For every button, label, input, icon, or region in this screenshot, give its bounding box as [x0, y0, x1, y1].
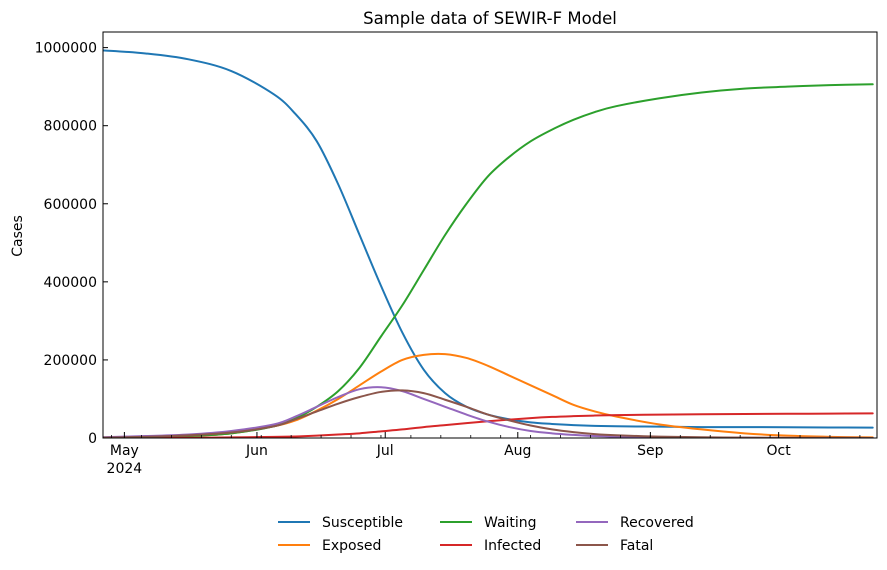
series-line-infected	[103, 412, 874, 438]
x-tick-label: Sep	[637, 443, 664, 459]
chart-title: Sample data of SEWIR-F Model	[363, 9, 617, 28]
y-axis-label: Cases	[10, 215, 26, 257]
legend-item-susceptible: Susceptible	[278, 515, 403, 531]
legend-item-exposed: Exposed	[278, 538, 381, 554]
x-tick-label: Jun	[245, 443, 268, 459]
legend: Susceptible Exposed Waiting Infected Recover…	[278, 515, 694, 554]
x-tick-label: Aug	[504, 443, 531, 459]
legend-label: Infected	[484, 538, 541, 554]
series-lines	[103, 49, 874, 438]
x-tick-label: Jul	[376, 443, 394, 459]
legend-label: Recovered	[620, 515, 694, 531]
x-tick-sublabel: 2024	[107, 461, 143, 477]
y-tick-label: 200000	[44, 353, 97, 369]
legend-item-infected: Infected	[440, 538, 541, 554]
axes: 0 200000 400000 600000 800000 1000000 May 2024 J…	[35, 31, 878, 477]
legend-item-waiting: Waiting	[440, 515, 537, 531]
y-tick-label: 0	[88, 431, 97, 447]
y-tick-label: 400000	[44, 275, 97, 291]
legend-label: Susceptible	[322, 515, 403, 531]
legend-label: Exposed	[322, 538, 381, 554]
legend-item-fatal: Fatal	[576, 538, 653, 554]
x-tick-label: May	[110, 443, 139, 459]
legend-item-recovered: Recovered	[576, 515, 694, 531]
y-tick-label: 800000	[44, 119, 97, 135]
series-line-fatal	[103, 389, 874, 438]
legend-label: Fatal	[620, 538, 653, 554]
y-tick-label: 600000	[44, 197, 97, 213]
axes-frame	[102, 31, 878, 439]
legend-label: Waiting	[484, 515, 537, 531]
y-tick-label: 1000000	[35, 41, 97, 57]
x-tick-label: Oct	[767, 443, 792, 459]
plot-area	[103, 49, 874, 438]
